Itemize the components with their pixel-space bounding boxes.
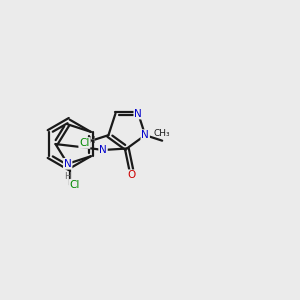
Text: Cl: Cl: [70, 180, 80, 190]
Text: H: H: [88, 136, 95, 145]
Text: O: O: [127, 170, 135, 180]
Text: N: N: [134, 109, 142, 118]
Text: CH₃: CH₃: [154, 129, 170, 138]
Text: H: H: [64, 172, 71, 181]
Text: N: N: [64, 159, 72, 169]
Text: Cl: Cl: [79, 138, 90, 148]
Text: N: N: [141, 130, 149, 140]
Text: N: N: [99, 145, 107, 155]
